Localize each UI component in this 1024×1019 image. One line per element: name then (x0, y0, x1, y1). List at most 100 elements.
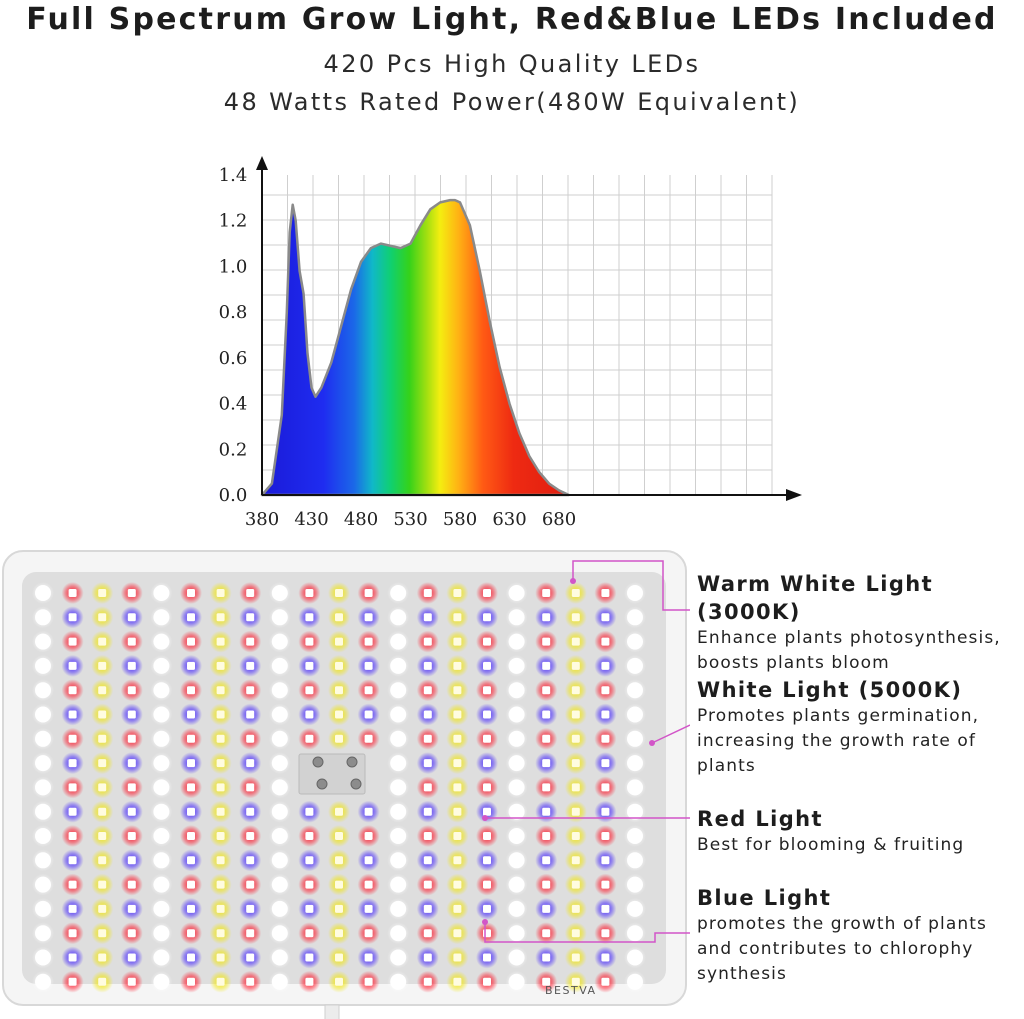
blue-led (180, 703, 202, 726)
x-axis-arrow (786, 489, 802, 501)
white-led (32, 582, 54, 604)
page-title: Full Spectrum Grow Light, Red&Blue LEDs … (26, 2, 998, 37)
warm-white-led (446, 630, 469, 653)
white-led (624, 825, 646, 847)
warm-white-led (564, 873, 587, 896)
blue-led (476, 946, 498, 969)
white-led (32, 800, 54, 823)
warm-white-led (564, 897, 587, 920)
red-led (180, 970, 202, 993)
red-led (298, 922, 321, 945)
red-led (239, 825, 262, 847)
blue-led (120, 752, 143, 775)
warm-white-led (446, 897, 469, 920)
white-led (505, 873, 528, 896)
x-tick-label: 480 (344, 509, 378, 530)
red-led (535, 582, 558, 604)
y-tick-label: 0.6 (219, 348, 248, 369)
blue-led (61, 946, 84, 969)
warm-white-led (209, 752, 232, 775)
red-led (61, 825, 84, 847)
white-led (387, 922, 410, 945)
legend-red: Red Light Best for blooming & fruiting (697, 805, 1024, 858)
warm-white-led (564, 654, 587, 677)
white-led (150, 582, 173, 604)
warm-white-led (209, 946, 232, 969)
chart-grid (261, 175, 773, 496)
red-led (120, 582, 143, 604)
blue-led (298, 897, 321, 920)
red-led (120, 970, 143, 993)
red-led (239, 727, 262, 750)
warm-white-led (446, 679, 469, 702)
leader-dot (482, 919, 488, 925)
blue-led (476, 897, 498, 920)
y-tick-label: 0.0 (219, 485, 248, 506)
warm-white-led (91, 582, 114, 604)
red-led (120, 776, 143, 799)
led-array (32, 582, 646, 993)
white-led (268, 800, 291, 823)
blue-led (476, 703, 498, 726)
white-led (505, 970, 528, 993)
warm-white-led (209, 849, 232, 872)
white-led (624, 654, 646, 677)
warm-white-led (328, 825, 350, 847)
red-led (180, 679, 202, 702)
white-led (624, 582, 646, 604)
warm-white-led (209, 970, 232, 993)
red-led (535, 727, 558, 750)
red-led (180, 776, 202, 799)
red-led (416, 630, 439, 653)
white-led (624, 630, 646, 653)
white-led (150, 679, 173, 702)
warm-white-led (91, 630, 114, 653)
red-led (61, 922, 84, 945)
white-led (505, 897, 528, 920)
red-led (180, 582, 202, 604)
legend-desc-line: promotes the growth of plants (697, 914, 987, 934)
warm-white-led (328, 606, 350, 629)
warm-white-led (564, 727, 587, 750)
blue-led (61, 654, 84, 677)
blue-led (180, 752, 202, 775)
blue-led (594, 654, 617, 677)
blue-led (61, 752, 84, 775)
x-tick-label: 680 (542, 509, 576, 530)
blue-led (61, 849, 84, 872)
white-led (32, 922, 54, 945)
warm-white-led (328, 970, 350, 993)
red-led (120, 679, 143, 702)
blue-led (61, 800, 84, 823)
red-led (594, 582, 617, 604)
red-led (594, 630, 617, 653)
warm-white-led (564, 679, 587, 702)
warm-white-led (446, 776, 469, 799)
blue-led (594, 849, 617, 872)
white-led (32, 970, 54, 993)
subtitle-led-count: 420 Pcs High Quality LEDs (323, 50, 701, 78)
blue-led (416, 606, 439, 629)
white-led (268, 752, 291, 775)
red-led (357, 922, 380, 945)
white-led (268, 897, 291, 920)
red-led (594, 776, 617, 799)
red-led (180, 922, 202, 945)
red-led (535, 630, 558, 653)
white-led (32, 630, 54, 653)
white-led (624, 800, 646, 823)
blue-led (61, 703, 84, 726)
red-led (239, 970, 262, 993)
red-led (594, 727, 617, 750)
warm-white-led (209, 776, 232, 799)
warm-white-led (328, 582, 350, 604)
warm-white-led (91, 727, 114, 750)
x-tick-label: 530 (393, 509, 427, 530)
white-led (387, 752, 410, 775)
legend-title: Red Light (697, 807, 823, 831)
legend-desc-line: boosts plants bloom (697, 653, 890, 673)
white-led (624, 606, 646, 629)
white-led (268, 703, 291, 726)
red-led (61, 776, 84, 799)
white-led (387, 825, 410, 847)
